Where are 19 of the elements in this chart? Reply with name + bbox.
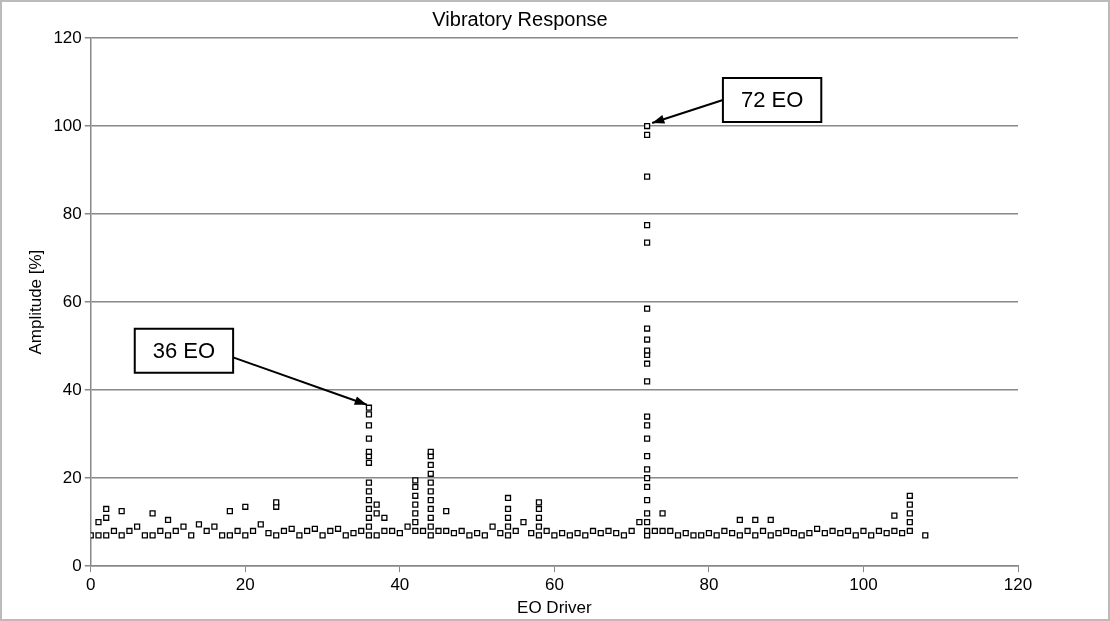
y-tick-label: 80 [62,203,82,223]
x-axis-title: EO Driver [517,598,593,618]
annotation: 36 EO [152,337,216,363]
x-tick-label: 80 [699,575,719,595]
y-tick-label: 120 [53,27,82,47]
annotation: 72 EO [740,87,804,113]
x-tick-label: 40 [390,575,410,595]
y-tick-label: 100 [53,115,82,135]
y-tick-label: 0 [72,555,82,575]
chart-title: Vibratory Response [432,7,608,30]
x-tick-label: 60 [544,575,564,595]
y-tick-label: 40 [62,379,82,399]
x-tick-label: 0 [86,575,96,595]
x-tick-label: 100 [849,575,878,595]
x-tick-label: 120 [1003,575,1033,595]
y-axis-title: Amplitude [%] [25,249,45,355]
y-tick-label: 20 [62,467,82,487]
y-tick-label: 60 [62,291,82,311]
x-tick-label: 20 [235,575,255,595]
